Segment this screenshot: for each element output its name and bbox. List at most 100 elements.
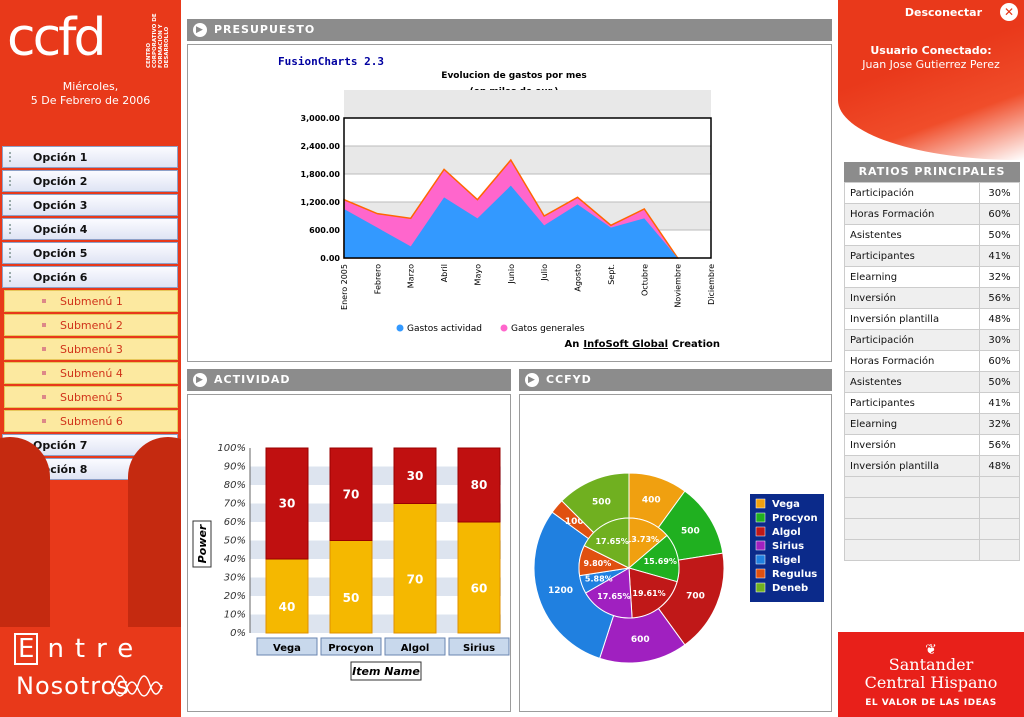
y-axis-label: Power — [196, 524, 209, 563]
bar-label: 30 — [279, 497, 296, 511]
grid-band — [250, 540, 501, 559]
x-tick-label: Noviembre — [674, 264, 683, 308]
x-tick-label: Junio — [507, 264, 516, 285]
submenu-item-5[interactable]: Submenú 5 — [4, 386, 178, 408]
presupuesto-title: PRESUPUESTO — [214, 23, 316, 36]
y-tick-label: 600.00 — [309, 226, 340, 235]
x-tick-label: Sirius — [463, 643, 495, 654]
ratio-row: Participantes 41% — [844, 392, 1020, 414]
legend-label: Algol — [772, 527, 801, 538]
ratio-value: 48% — [979, 455, 1020, 477]
ratio-row: Participantes 41% — [844, 245, 1020, 267]
menu-item-opcion-1[interactable]: Opción 1 — [2, 146, 178, 168]
ccfyd-panel: ▶ CCFYD 400 500 700 600 1200 100 500 13.73% 15.69… — [519, 369, 832, 712]
ratio-value — [979, 497, 1020, 519]
ratio-row: Inversión 56% — [844, 287, 1020, 309]
legend-label: Gastos actividad — [407, 324, 482, 334]
x-tick-label: Marzo — [407, 264, 416, 288]
menu-item-opcion-7[interactable]: Opción 7 — [2, 434, 178, 456]
ratio-row: Horas Formación 60% — [844, 203, 1020, 225]
legend-swatch — [755, 568, 766, 579]
credit-suffix: Creation — [672, 339, 720, 350]
y-tick-label: 2,400.00 — [301, 142, 341, 151]
ratio-value: 50% — [979, 371, 1020, 393]
ratio-label: Inversión plantilla — [844, 308, 980, 330]
ratio-row — [844, 518, 1020, 540]
submenu-item-4[interactable]: Submenú 4 — [4, 362, 178, 384]
submenu-item-2[interactable]: Submenú 2 — [4, 314, 178, 336]
entre-text: ntre — [47, 634, 145, 664]
arrow-right-icon[interactable]: ▶ — [525, 373, 539, 387]
actividad-body: 0% 10% 20% 30% 40% 50% 60% 70% 80% 90% 100% 40 30 Veg… — [187, 394, 511, 712]
legend-label: Procyon — [772, 513, 818, 524]
y-tick-label: 70% — [224, 499, 246, 510]
legend-swatch — [755, 540, 766, 551]
credit-link[interactable]: InfoSoft Global — [583, 339, 668, 350]
menu-item-opcion-6[interactable]: Opción 6 — [2, 266, 178, 288]
submenu-item-1[interactable]: Submenú 1 — [4, 290, 178, 312]
y-tick-label: 60% — [224, 517, 246, 528]
actividad-title: ACTIVIDAD — [214, 373, 291, 386]
x-tick-label: Octubre — [640, 264, 649, 296]
ratio-value — [979, 476, 1020, 498]
pie-outer-label: 1200 — [548, 586, 573, 596]
pie-outer-label: 400 — [642, 496, 661, 506]
grid-band — [250, 466, 501, 485]
legend-label: Gatos generales — [511, 324, 585, 334]
ratio-value: 60% — [979, 203, 1020, 225]
santander-name: Santander — [888, 655, 974, 674]
menu-item-opcion-2[interactable]: Opción 2 — [2, 170, 178, 192]
legend-swatch — [755, 526, 766, 537]
presupuesto-panel: ▶ PRESUPUESTO FusionCharts 2.3 Evolucion d… — [187, 19, 832, 362]
disconnect-link[interactable]: Desconectar — [904, 6, 982, 19]
silhouette-left — [0, 437, 50, 627]
menu-label: Opción 6 — [33, 270, 88, 284]
x-tick-label: Febrero — [373, 264, 382, 294]
ratio-row: Asistentes 50% — [844, 371, 1020, 393]
credit-text: An InfoSoft Global Creation — [565, 339, 720, 350]
y-tick-label: 0.00 — [320, 254, 340, 263]
ratios-panel: RATIOS PRINCIPALES Participación 30% Horas… — [844, 162, 1020, 561]
actividad-header: ▶ ACTIVIDAD — [187, 369, 511, 391]
menu-label: Opción 2 — [33, 174, 88, 188]
menu-label: Opción 7 — [33, 438, 88, 452]
submenu-item-6[interactable]: Submenú 6 — [4, 410, 178, 432]
menu-item-opcion-4[interactable]: Opción 4 — [2, 218, 178, 240]
ratio-label: Asistentes — [844, 371, 980, 393]
pie-inner-label: 15.69% — [644, 557, 677, 566]
ratio-value: 56% — [979, 287, 1020, 309]
pie-inner-label: 5.88% — [585, 575, 613, 584]
arrow-right-icon[interactable]: ▶ — [193, 373, 207, 387]
pie-outer-label: 600 — [631, 635, 650, 645]
close-icon[interactable]: ✕ — [1000, 3, 1018, 21]
x-label-box — [256, 637, 318, 656]
ratio-value: 32% — [979, 266, 1020, 288]
pie-chart: 400 500 700 600 1200 100 500 13.73% 15.69% 19.61%… — [533, 472, 824, 664]
menu-item-opcion-3[interactable]: Opción 3 — [2, 194, 178, 216]
legend-swatch — [755, 554, 766, 565]
grid-band — [250, 614, 501, 633]
santander-name2: Central Hispano — [864, 673, 998, 692]
x-label-box — [448, 637, 510, 656]
area-series-1 — [344, 185, 678, 258]
arrow-right-icon[interactable]: ▶ — [193, 23, 207, 37]
y-tick-label: 1,800.00 — [301, 170, 341, 179]
bar-bottom — [457, 521, 501, 634]
ratio-row — [844, 539, 1020, 561]
bar-label: 70 — [343, 487, 360, 501]
main-menu: Opción 1 Opción 2 Opción 3 Opción 4 Opción 5… — [2, 146, 178, 482]
y-tick-label: 50% — [224, 536, 246, 547]
ratio-value: 41% — [979, 392, 1020, 414]
santander-motto: EL VALOR DE LAS IDEAS — [865, 698, 997, 708]
silhouette-right — [128, 437, 181, 627]
legend-label: Sirius — [772, 541, 804, 552]
bar-top — [265, 447, 309, 560]
ratio-label: Horas Formación — [844, 350, 980, 372]
ratio-label: Elearning — [844, 266, 980, 288]
submenu-item-3[interactable]: Submenú 3 — [4, 338, 178, 360]
header-band — [838, 0, 1024, 160]
ratio-label — [844, 497, 980, 519]
actividad-panel: ▶ ACTIVIDAD 0% 10% 20% 30% 40% 50% 60% 70% 80% 90%… — [187, 369, 511, 712]
legend-label: Deneb — [772, 583, 808, 594]
menu-item-opcion-5[interactable]: Opción 5 — [2, 242, 178, 264]
